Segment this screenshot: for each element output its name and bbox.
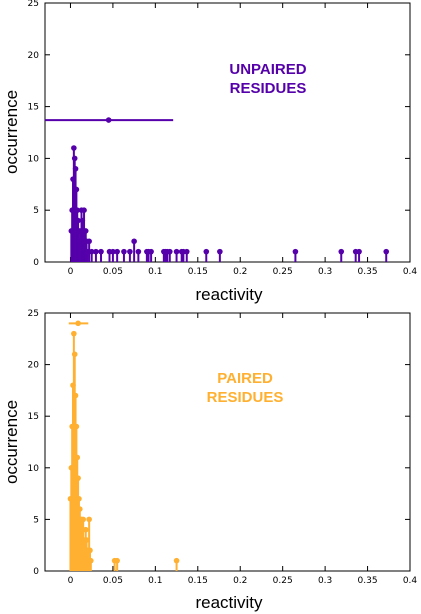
y-tick-label: 20 [28,51,40,61]
data-point [77,506,83,512]
x-tick-label: 0.35 [358,576,378,586]
x-tick-label: 0.4 [403,576,418,586]
y-axis-ticks: 0 5 10 15 20 25 [28,309,410,577]
data-point [131,238,137,245]
data-point [71,145,77,151]
data-point [114,557,120,564]
x-axis-label: reactivity [195,285,263,304]
y-tick-label: 0 [33,258,39,268]
data-point [173,557,180,564]
x-tick-label: 0.05 [103,576,123,586]
data-point [82,526,89,533]
data-point [71,351,78,358]
data-point [86,238,92,245]
data-stems [68,145,390,262]
data-point [98,248,104,255]
x-tick-label: 0.15 [188,267,208,277]
y-tick-label: 10 [28,154,40,164]
unpaired-residues-chart: 0 5 10 15 20 25 0 0.05 0.1 0.15 0.2 0.25 0.3 0.35 0.4… [2,0,417,304]
x-tick-label: 0.4 [403,267,418,277]
data-point [82,228,89,234]
data-point [114,248,120,255]
data-point [383,248,390,255]
data-point [356,248,362,255]
data-point [73,186,80,193]
mean-point [75,320,81,327]
data-point [73,423,80,430]
y-tick-label: 5 [33,206,39,216]
data-point [148,248,154,255]
data-point [72,392,79,399]
plot-frame [44,312,411,572]
x-tick-label: 0.05 [103,267,123,277]
y-tick-label: 15 [28,412,39,422]
mean-errorbar [45,117,174,123]
mean-errorbar [68,320,89,327]
data-point [110,248,116,255]
data-point [135,248,142,255]
data-point [173,248,180,255]
data-point [80,516,86,523]
data-point [75,475,81,481]
mean-point [105,117,112,123]
y-tick-label: 25 [28,309,39,319]
data-point [166,248,173,255]
x-axis-label: reactivity [195,593,263,612]
annotation-line-2: RESIDUES [230,80,307,97]
plot-frame [44,2,411,263]
y-tick-label: 20 [28,361,40,371]
x-tick-label: 0.25 [273,576,293,586]
data-point [86,516,92,523]
annotation-line-1: PAIRED [217,370,273,387]
y-axis-label: occurrence [2,400,21,484]
x-tick-label: 0.3 [318,576,332,586]
data-point [87,547,93,554]
y-tick-label: 15 [28,103,39,113]
data-point [74,207,81,213]
data-point [74,454,81,461]
data-point [338,248,345,255]
data-point [183,248,190,255]
data-point [93,248,99,255]
data-point [81,207,87,213]
data-point [83,537,90,543]
data-point [75,217,81,224]
data-point [71,155,78,162]
y-axis-label: occurrence [2,90,21,174]
x-tick-label: 0.35 [358,267,378,277]
data-point [88,248,95,255]
data-point [76,495,82,502]
paired-residues-chart: 0 5 10 15 20 25 0 0.05 0.1 0.15 0.2 0.25 0.3 0.35 0.4… [2,309,417,612]
data-point [203,248,210,255]
x-tick-label: 0.2 [233,576,247,586]
data-point [292,248,299,255]
y-tick-label: 0 [33,567,39,577]
x-tick-label: 0.1 [148,576,162,586]
x-tick-label: 0.25 [273,267,293,277]
y-tick-label: 5 [33,515,39,525]
data-stems [67,330,180,571]
data-point [217,248,223,255]
x-tick-label: 0.15 [188,576,208,586]
y-tick-label: 25 [28,0,39,9]
data-point [127,248,133,255]
x-tick-label: 0.1 [148,267,162,277]
x-axis-ticks: 0 0.05 0.1 0.15 0.2 0.25 0.3 0.35 0.4 [68,3,418,277]
x-axis-ticks: 0 0.05 0.1 0.15 0.2 0.25 0.3 0.35 0.4 [68,313,418,586]
x-tick-label: 0 [68,267,74,277]
x-tick-label: 0.2 [233,267,247,277]
data-point [72,165,79,172]
y-tick-label: 10 [28,464,40,474]
data-point [88,557,94,564]
x-tick-label: 0 [68,576,74,586]
y-axis-ticks: 0 5 10 15 20 25 [28,0,410,268]
annotation-line-1: UNPAIRED [229,61,306,78]
data-point [121,248,127,255]
data-point [71,330,77,337]
x-tick-label: 0.3 [318,267,332,277]
annotation-line-2: RESIDUES [207,389,284,406]
